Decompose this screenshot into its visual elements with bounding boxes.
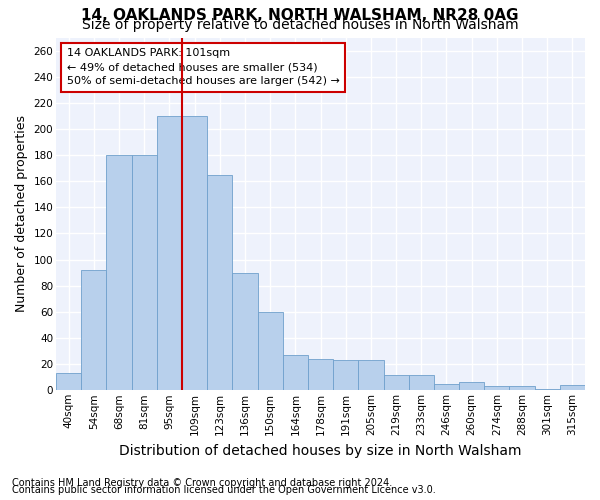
Bar (56, 374, 81, 390)
Bar (383, 374, 409, 390)
Bar (509, 386, 535, 390)
Text: Contains HM Land Registry data © Crown copyright and database right 2024.: Contains HM Land Registry data © Crown c… (12, 478, 392, 488)
Bar (560, 385, 585, 390)
Text: Contains public sector information licensed under the Open Government Licence v3: Contains public sector information licen… (12, 485, 436, 495)
Bar (308, 359, 333, 390)
Bar (232, 272, 257, 390)
Text: 14, OAKLANDS PARK, NORTH WALSHAM, NR28 0AG: 14, OAKLANDS PARK, NORTH WALSHAM, NR28 0… (81, 8, 519, 22)
Bar (484, 386, 509, 390)
Bar (358, 360, 383, 390)
Text: 14 OAKLANDS PARK: 101sqm
← 49% of detached houses are smaller (534)
50% of semi-: 14 OAKLANDS PARK: 101sqm ← 49% of detach… (67, 48, 340, 86)
Y-axis label: Number of detached properties: Number of detached properties (15, 116, 28, 312)
Bar (81, 270, 106, 390)
Bar (535, 389, 560, 390)
Bar (257, 312, 283, 390)
X-axis label: Distribution of detached houses by size in North Walsham: Distribution of detached houses by size … (119, 444, 522, 458)
Text: Size of property relative to detached houses in North Walsham: Size of property relative to detached ho… (82, 18, 518, 32)
Bar (157, 116, 182, 390)
Bar (207, 174, 232, 390)
Bar (106, 155, 131, 390)
Bar (409, 374, 434, 390)
Bar (434, 384, 459, 390)
Bar (459, 382, 484, 390)
Bar (283, 355, 308, 390)
Bar (333, 360, 358, 390)
Bar (182, 116, 207, 390)
Bar (131, 155, 157, 390)
